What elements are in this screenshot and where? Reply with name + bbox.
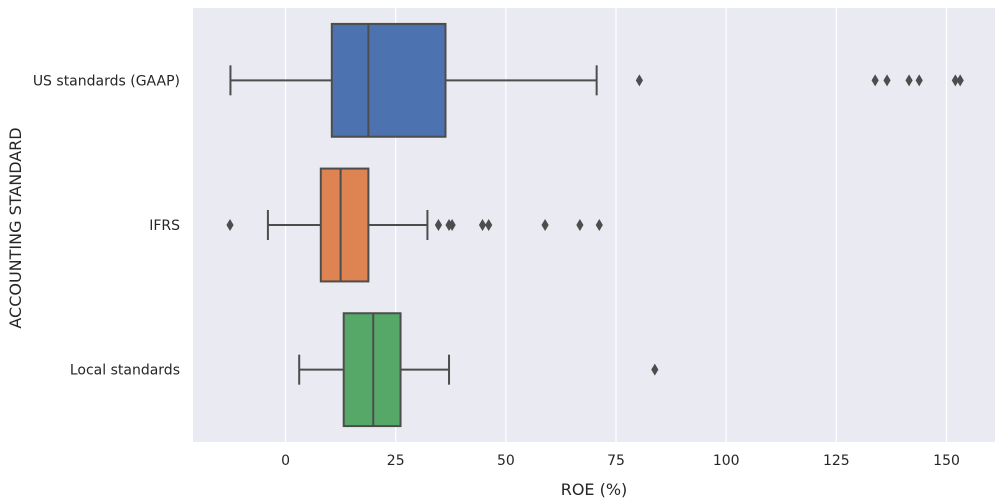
outlier-point xyxy=(871,74,879,87)
outlier-point xyxy=(485,219,493,231)
outlier-point xyxy=(905,74,913,87)
box-group xyxy=(229,22,964,138)
x-tick-label: 100 xyxy=(713,453,740,469)
outlier-point xyxy=(915,74,923,87)
x-axis-title: ROE (%) xyxy=(561,480,628,499)
outlier-point xyxy=(448,219,456,231)
iqr-box xyxy=(319,167,370,283)
outlier-point xyxy=(635,74,643,87)
outlier-point xyxy=(434,219,443,231)
y-tick-label: IFRS xyxy=(149,218,180,234)
box-group xyxy=(298,312,659,428)
x-tick-label: 50 xyxy=(497,453,515,469)
y-axis-title: ACCOUNTING STANDARD xyxy=(6,127,25,328)
iqr-box xyxy=(342,312,402,428)
outlier-point xyxy=(951,74,959,87)
x-tick-labels: 0 25 50 75 100 125 150 xyxy=(281,453,960,469)
outlier-point xyxy=(226,219,234,231)
outlier-point xyxy=(956,74,964,87)
y-tick-label: US standards (GAAP) xyxy=(33,73,180,89)
x-tick-label: 0 xyxy=(281,453,290,469)
x-tick-label: 150 xyxy=(933,453,960,469)
box-group xyxy=(226,167,603,283)
outlier-point xyxy=(541,219,549,231)
outlier-point xyxy=(595,219,603,231)
outlier-point xyxy=(883,74,891,87)
outlier-point xyxy=(651,363,659,376)
x-tick-label: 25 xyxy=(387,453,405,469)
y-tick-label: Local standards xyxy=(70,363,180,379)
outlier-point xyxy=(478,219,487,231)
boxes-layer xyxy=(226,22,964,428)
iqr-box xyxy=(330,22,447,138)
outlier-point xyxy=(576,219,584,231)
y-tick-labels: US standards (GAAP) IFRS Local standards xyxy=(33,73,180,378)
x-tick-label: 125 xyxy=(823,453,850,469)
x-tick-label: 75 xyxy=(607,453,625,469)
